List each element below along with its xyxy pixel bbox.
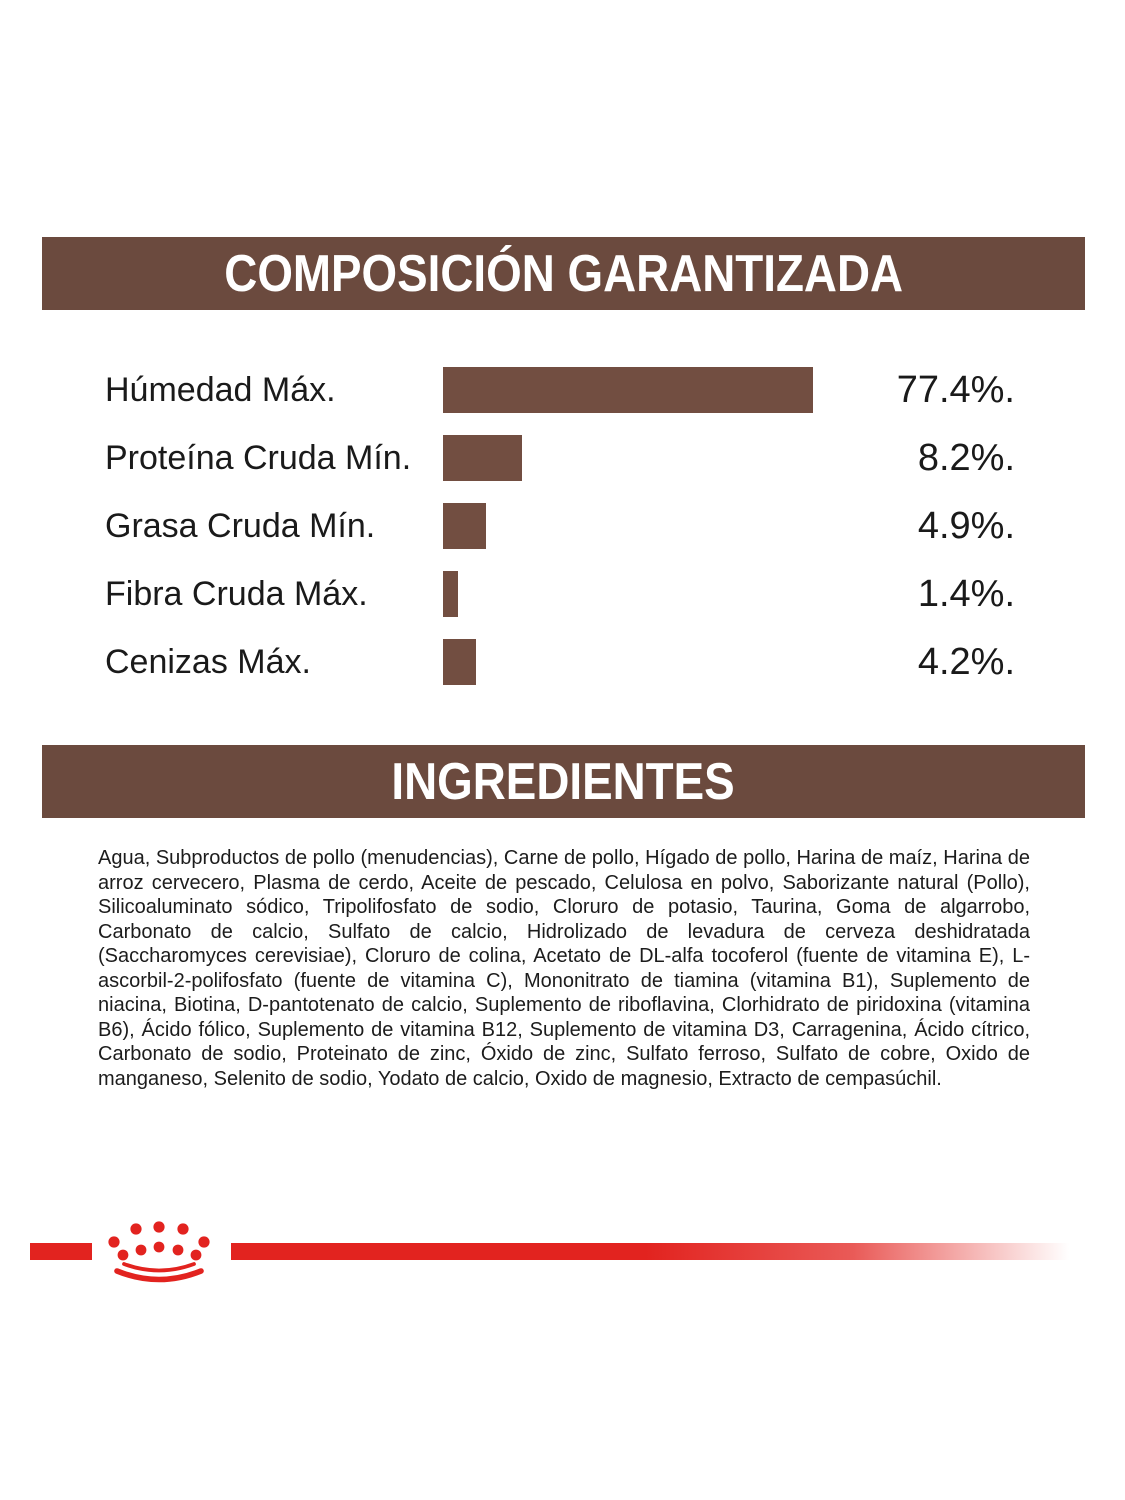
chart-row-bar: [443, 503, 486, 549]
chart-row: Grasa Cruda Mín. 4.9%.: [105, 492, 1015, 560]
royal-canin-crown-icon: [108, 1221, 210, 1283]
composition-header-band: COMPOSICIÓN GARANTIZADA: [42, 237, 1085, 310]
ingredients-title: INGREDIENTES: [391, 752, 736, 811]
chart-row-label: Fibra Cruda Máx.: [105, 574, 368, 613]
chart-row-value: 77.4%.: [896, 368, 1015, 411]
chart-row: Proteína Cruda Mín. 8.2%.: [105, 424, 1015, 492]
chart-row-value: 1.4%.: [917, 572, 1015, 615]
chart-row-bar: [443, 639, 476, 685]
chart-row: Húmedad Máx. 77.4%.: [105, 356, 1015, 424]
ingredients-paragraph: Agua, Subproductos de pollo (menudencias…: [98, 847, 1030, 1090]
chart-row-bar: [443, 367, 813, 413]
chart-row-value: 4.2%.: [917, 640, 1015, 683]
composition-title: COMPOSICIÓN GARANTIZADA: [224, 244, 903, 303]
chart-row-bar: [443, 435, 522, 481]
chart-row-label: Húmedad Máx.: [105, 370, 336, 409]
chart-row-label: Grasa Cruda Mín.: [105, 506, 376, 545]
chart-row: Cenizas Máx. 4.2%.: [105, 628, 1015, 696]
brand-line-right: [231, 1243, 1095, 1260]
ingredients-header-band: INGREDIENTES: [42, 745, 1085, 818]
chart-row-value: 8.2%.: [917, 436, 1015, 479]
chart-row-label: Proteína Cruda Mín.: [105, 438, 412, 477]
chart-row-label: Cenizas Máx.: [105, 642, 311, 681]
brand-line-left: [30, 1243, 92, 1260]
chart-row: Fibra Cruda Máx. 1.4%.: [105, 560, 1015, 628]
chart-row-bar: [443, 571, 458, 617]
chart-row-value: 4.9%.: [917, 504, 1015, 547]
composition-chart: Húmedad Máx. 77.4%. Proteína Cruda Mín. 8.2…: [105, 356, 1015, 696]
